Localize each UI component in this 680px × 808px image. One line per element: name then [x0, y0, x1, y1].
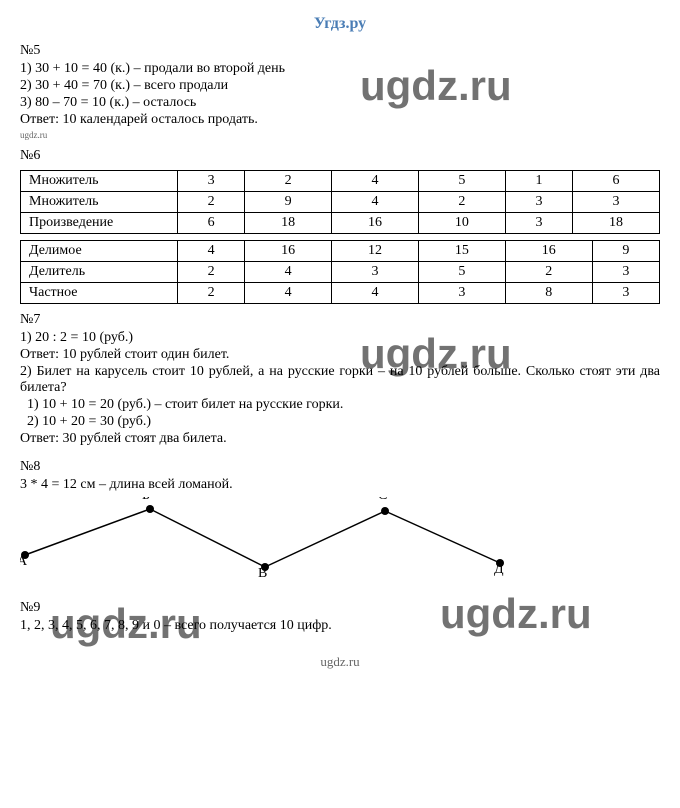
svg-text:Б: Б	[142, 497, 150, 503]
cell: 6	[178, 213, 245, 234]
table-row: Множитель 2 9 4 2 3 3	[21, 192, 660, 213]
cell: 15	[418, 241, 505, 262]
cell: 8	[505, 283, 592, 304]
cell: 5	[418, 171, 505, 192]
footer-text: ugdz.ru	[20, 654, 660, 670]
problem-7-answer: Ответ: 30 рублей стоят два билета.	[20, 431, 660, 447]
cell: 4	[332, 283, 419, 304]
problem-7-line: 1) 20 : 2 = 10 (руб.)	[20, 330, 660, 346]
cell: 3	[505, 213, 572, 234]
table-row: Частное 2 4 4 3 8 3	[21, 283, 660, 304]
row-label: Множитель	[21, 192, 178, 213]
page-title: Угдз.ру	[20, 15, 660, 33]
cell: 2	[245, 171, 332, 192]
cell: 16	[332, 213, 419, 234]
table-row: Множитель 3 2 4 5 1 6	[21, 171, 660, 192]
cell: 2	[178, 192, 245, 213]
cell: 4	[245, 283, 332, 304]
cell: 16	[505, 241, 592, 262]
cell: 2	[178, 262, 245, 283]
problem-6-title: №6	[20, 148, 660, 164]
problem-7-line: 2) 10 + 20 = 30 (руб.)	[20, 414, 660, 430]
cell: 18	[245, 213, 332, 234]
row-label: Частное	[21, 283, 178, 304]
problem-8-line: 3 * 4 = 12 см – длина всей ломаной.	[20, 477, 660, 493]
cell: 6	[573, 171, 660, 192]
cell: 2	[178, 283, 245, 304]
problem-9-title: №9	[20, 600, 660, 616]
multiplication-table: Множитель 3 2 4 5 1 6 Множитель 2 9 4 2 …	[20, 170, 660, 234]
row-label: Делитель	[21, 262, 178, 283]
cell: 18	[573, 213, 660, 234]
svg-text:В: В	[258, 566, 267, 581]
cell: 5	[418, 262, 505, 283]
watermark-small: ugdz.ru	[20, 130, 660, 140]
table-row: Делитель 2 4 3 5 2 3	[21, 262, 660, 283]
cell: 3	[592, 283, 659, 304]
cell: 9	[245, 192, 332, 213]
table-row: Делимое 4 16 12 15 16 9	[21, 241, 660, 262]
cell: 3	[178, 171, 245, 192]
problem-7-title: №7	[20, 312, 660, 328]
problem-9-line: 1, 2, 3, 4, 5, 6, 7, 8, 9 и 0 – всего по…	[20, 618, 660, 634]
row-label: Множитель	[21, 171, 178, 192]
cell: 16	[245, 241, 332, 262]
problem-8-title: №8	[20, 459, 660, 475]
problem-7-line: 1) 10 + 10 = 20 (руб.) – стоит билет на …	[20, 397, 660, 413]
cell: 3	[573, 192, 660, 213]
division-table: Делимое 4 16 12 15 16 9 Делитель 2 4 3 5…	[20, 240, 660, 304]
cell: 2	[418, 192, 505, 213]
row-label: Делимое	[21, 241, 178, 262]
cell: 10	[418, 213, 505, 234]
polyline-svg: А Б В С Д	[20, 497, 660, 592]
problem-5-line: 2) 30 + 40 = 70 (к.) – всего продали	[20, 78, 660, 94]
problem-5-answer: Ответ: 10 календарей осталось продать.	[20, 112, 660, 128]
cell: 3	[418, 283, 505, 304]
svg-text:А: А	[20, 554, 28, 569]
cell: 3	[505, 192, 572, 213]
cell: 9	[592, 241, 659, 262]
cell: 1	[505, 171, 572, 192]
cell: 3	[332, 262, 419, 283]
cell: 4	[332, 192, 419, 213]
cell: 12	[332, 241, 419, 262]
cell: 4	[332, 171, 419, 192]
svg-text:С: С	[378, 497, 387, 503]
cell: 4	[178, 241, 245, 262]
problem-7-line: 2) Билет на карусель стоит 10 рублей, а …	[20, 364, 660, 396]
svg-text:Д: Д	[494, 562, 504, 577]
problem-5-line: 3) 80 – 70 = 10 (к.) – осталось	[20, 95, 660, 111]
problem-5-title: №5	[20, 43, 660, 59]
cell: 3	[592, 262, 659, 283]
problem-5-line: 1) 30 + 10 = 40 (к.) – продали во второй…	[20, 61, 660, 77]
polyline-diagram: А Б В С Д	[20, 497, 660, 592]
cell: 4	[245, 262, 332, 283]
row-label: Произведение	[21, 213, 178, 234]
table-row: Произведение 6 18 16 10 3 18	[21, 213, 660, 234]
cell: 2	[505, 262, 592, 283]
problem-7-answer: Ответ: 10 рублей стоит один билет.	[20, 347, 660, 363]
